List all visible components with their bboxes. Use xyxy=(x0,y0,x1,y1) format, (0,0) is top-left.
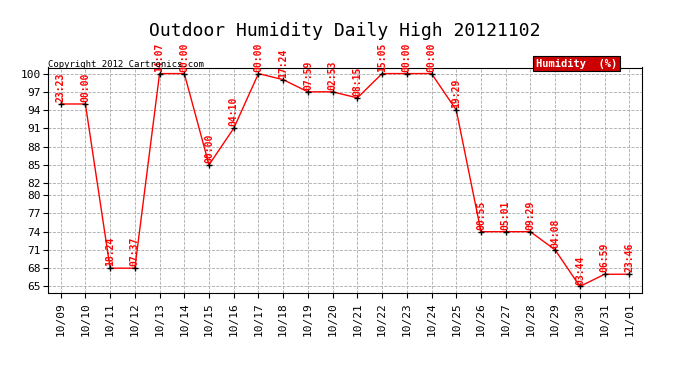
Text: 03:44: 03:44 xyxy=(575,255,585,285)
Text: 19:29: 19:29 xyxy=(451,79,461,108)
Text: Humidity  (%): Humidity (%) xyxy=(535,58,617,69)
Text: 02:53: 02:53 xyxy=(328,61,337,90)
Text: 00:00: 00:00 xyxy=(426,43,437,72)
Text: 00:00: 00:00 xyxy=(253,43,264,72)
Text: 09:29: 09:29 xyxy=(526,201,535,230)
Text: 18:24: 18:24 xyxy=(105,237,115,266)
Text: 04:10: 04:10 xyxy=(229,97,239,126)
Text: 00:00: 00:00 xyxy=(81,73,90,102)
Text: 17:24: 17:24 xyxy=(278,48,288,78)
Text: 08:15: 08:15 xyxy=(353,67,362,96)
Text: 04:08: 04:08 xyxy=(550,219,560,248)
Text: 23:23: 23:23 xyxy=(56,73,66,102)
Text: 07:37: 07:37 xyxy=(130,237,140,266)
Text: 00:55: 00:55 xyxy=(476,201,486,230)
Text: Outdoor Humidity Daily High 20121102: Outdoor Humidity Daily High 20121102 xyxy=(149,22,541,40)
Text: 15:05: 15:05 xyxy=(377,43,387,72)
Text: 23:46: 23:46 xyxy=(624,243,634,272)
Text: Copyright 2012 Cartronics.com: Copyright 2012 Cartronics.com xyxy=(48,60,204,69)
Text: 00:00: 00:00 xyxy=(204,134,214,163)
Text: 00:00: 00:00 xyxy=(402,43,412,72)
Text: 07:59: 07:59 xyxy=(303,61,313,90)
Text: 05:01: 05:01 xyxy=(501,201,511,230)
Text: 00:00: 00:00 xyxy=(179,43,189,72)
Text: 06:59: 06:59 xyxy=(600,243,609,272)
Text: 14:07: 14:07 xyxy=(155,43,164,72)
